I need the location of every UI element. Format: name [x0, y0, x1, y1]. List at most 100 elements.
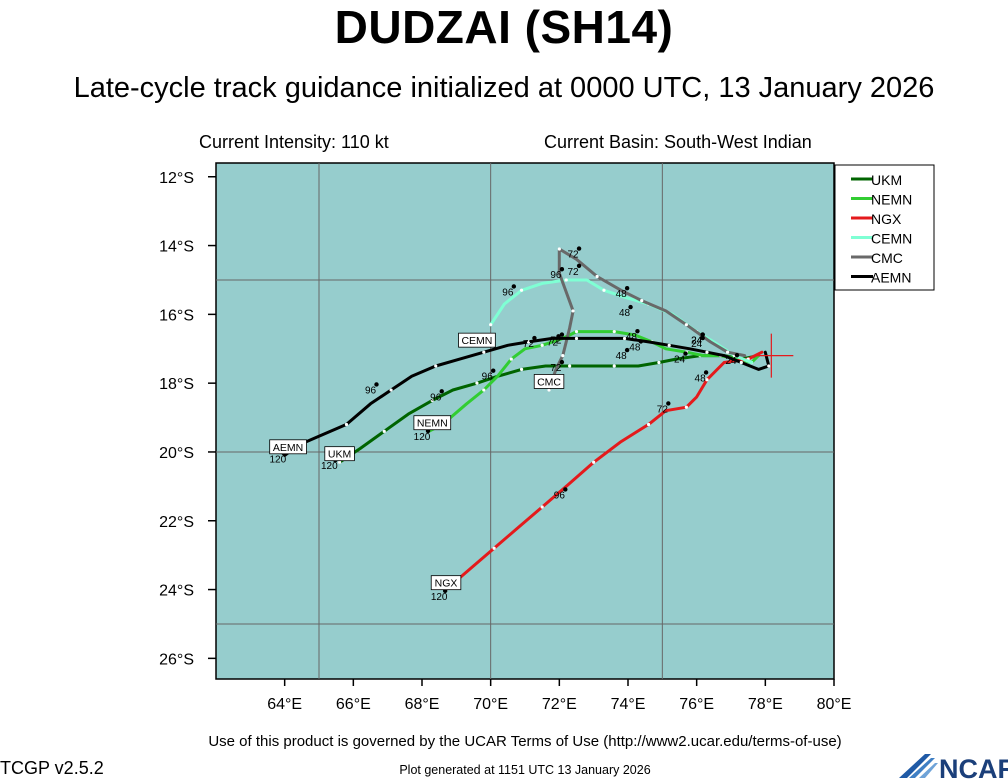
legend-label-nemn: NEMN [871, 192, 912, 208]
forecast-hour-label: 72 [547, 337, 559, 348]
model-name-label: NGX [435, 578, 458, 590]
y-tick-label: 20°S [159, 445, 194, 462]
forecast-hour-dot [624, 347, 630, 353]
model-name-box [458, 332, 496, 348]
track-point-marker [540, 505, 544, 509]
forecast-hour-dot [559, 332, 565, 337]
track-point-marker [482, 350, 486, 354]
model-name-label: AEMN [273, 442, 303, 454]
forecast-hour-dot [559, 267, 565, 272]
forecast-hour-label: 24 [691, 336, 703, 347]
forecast-hour-label: 120 [414, 432, 431, 443]
track-cmc [547, 247, 747, 392]
model-name-box [430, 575, 462, 591]
current-position-marker [753, 333, 794, 378]
map-ocean-area [215, 162, 835, 680]
track-line-aemn [283, 336, 771, 457]
ncar-logo-mark-icon [899, 754, 938, 778]
track-point-marker [389, 388, 393, 392]
forecast-hour-dot [624, 285, 630, 291]
track-point-marker [434, 364, 438, 368]
forecast-hour-dot [628, 304, 633, 310]
ncar-logo-text: NCAR [939, 754, 1008, 780]
forecast-hour-dot [576, 246, 582, 251]
model-name-label: UKM [328, 449, 351, 461]
forecast-hour-label: 96 [430, 392, 442, 403]
model-name-box [413, 415, 452, 431]
y-tick-label: 14°S [159, 239, 194, 256]
forecast-hour-label: 120 [431, 592, 448, 603]
forecast-hour-label: 48 [616, 289, 628, 300]
legend-label-cmc: CMC [871, 250, 903, 266]
track-point-marker [640, 299, 644, 303]
forecast-hour-dot [700, 335, 705, 341]
model-name-label: CEMN [461, 335, 492, 347]
x-tick-label: 68°E [405, 696, 440, 713]
track-point-marker [482, 388, 486, 392]
forecast-hour-dot [532, 335, 537, 341]
forecast-hour-dot [638, 339, 644, 344]
track-point-marker [571, 309, 575, 313]
forecast-hour-label: 72 [657, 404, 669, 415]
y-tick-label: 12°S [159, 170, 194, 187]
track-point-marker [540, 343, 544, 347]
terms-of-use-notice: Use of this product is governed by the U… [208, 733, 842, 750]
forecast-hour-label: 24 [691, 339, 703, 350]
track-plot: 64°E 66°E 68°E 70°E 72°E 74°E 76°E 78°E 80°E 12°S… [159, 162, 935, 713]
y-tick-label: 24°S [159, 583, 194, 600]
forecast-hour-label: 24 [691, 336, 703, 347]
forecast-hour-label: 72 [568, 267, 580, 278]
x-tick-label: 64°E [267, 696, 302, 713]
track-point-marker [492, 546, 496, 550]
track-line-cmc [547, 247, 747, 392]
y-tick-label: 26°S [159, 651, 194, 668]
ncar-logo: NCAR [899, 754, 1008, 780]
track-point-marker [519, 288, 524, 292]
forecast-hour-dot [491, 368, 496, 373]
track-line-ngx [444, 350, 764, 592]
track-point-marker [574, 329, 579, 334]
model-name-box [269, 439, 307, 455]
forecast-hour-label: 72 [523, 339, 535, 350]
track-point-marker [547, 388, 551, 392]
track-point-marker [430, 398, 434, 402]
forecast-hour-label: 48 [695, 373, 707, 384]
track-point-marker [526, 340, 531, 344]
track-point-marker [602, 288, 606, 292]
forecast-hour-label: 72 [550, 336, 562, 347]
x-tick-label: 80°E [817, 696, 852, 713]
track-point-marker [564, 278, 568, 282]
forecast-hour-label: 72 [568, 250, 580, 261]
track-point-marker [382, 429, 386, 433]
model-name-label: CMC [537, 376, 561, 388]
forecast-hour-dot [734, 353, 740, 358]
track-point-marker [657, 360, 661, 365]
forecast-hour-label: 120 [321, 461, 338, 472]
y-tick-label: 16°S [159, 307, 194, 324]
forecast-hour-dot [439, 389, 444, 394]
track-point-marker [475, 381, 479, 385]
model-name-box [324, 446, 355, 462]
forecast-hour-dot [576, 263, 582, 268]
track-point-marker [568, 364, 572, 368]
track-point-marker [667, 343, 671, 347]
x-tick-label: 66°E [336, 696, 371, 713]
track-line-cemn [489, 278, 754, 364]
forecast-hour-label: 48 [619, 308, 631, 319]
track-point-marker [705, 350, 709, 354]
model-name-box [533, 374, 565, 389]
track-point-marker [509, 357, 513, 361]
track-point-marker [612, 364, 616, 368]
track-point-marker [489, 323, 493, 327]
forecast-hour-dot [683, 351, 688, 356]
legend-box [834, 164, 935, 291]
forecast-hour-dot [700, 332, 705, 337]
track-point-marker [561, 354, 565, 358]
forecast-hour-dot [556, 334, 561, 339]
legend-label-ukm: UKM [871, 172, 902, 188]
track-point-marker [622, 336, 627, 341]
forecast-hour-dot [703, 370, 709, 375]
legend-label-cemn: CEMN [871, 231, 912, 247]
chart-title: DUDZAI (SH14) [334, 1, 674, 53]
x-tick-label: 70°E [473, 696, 508, 713]
